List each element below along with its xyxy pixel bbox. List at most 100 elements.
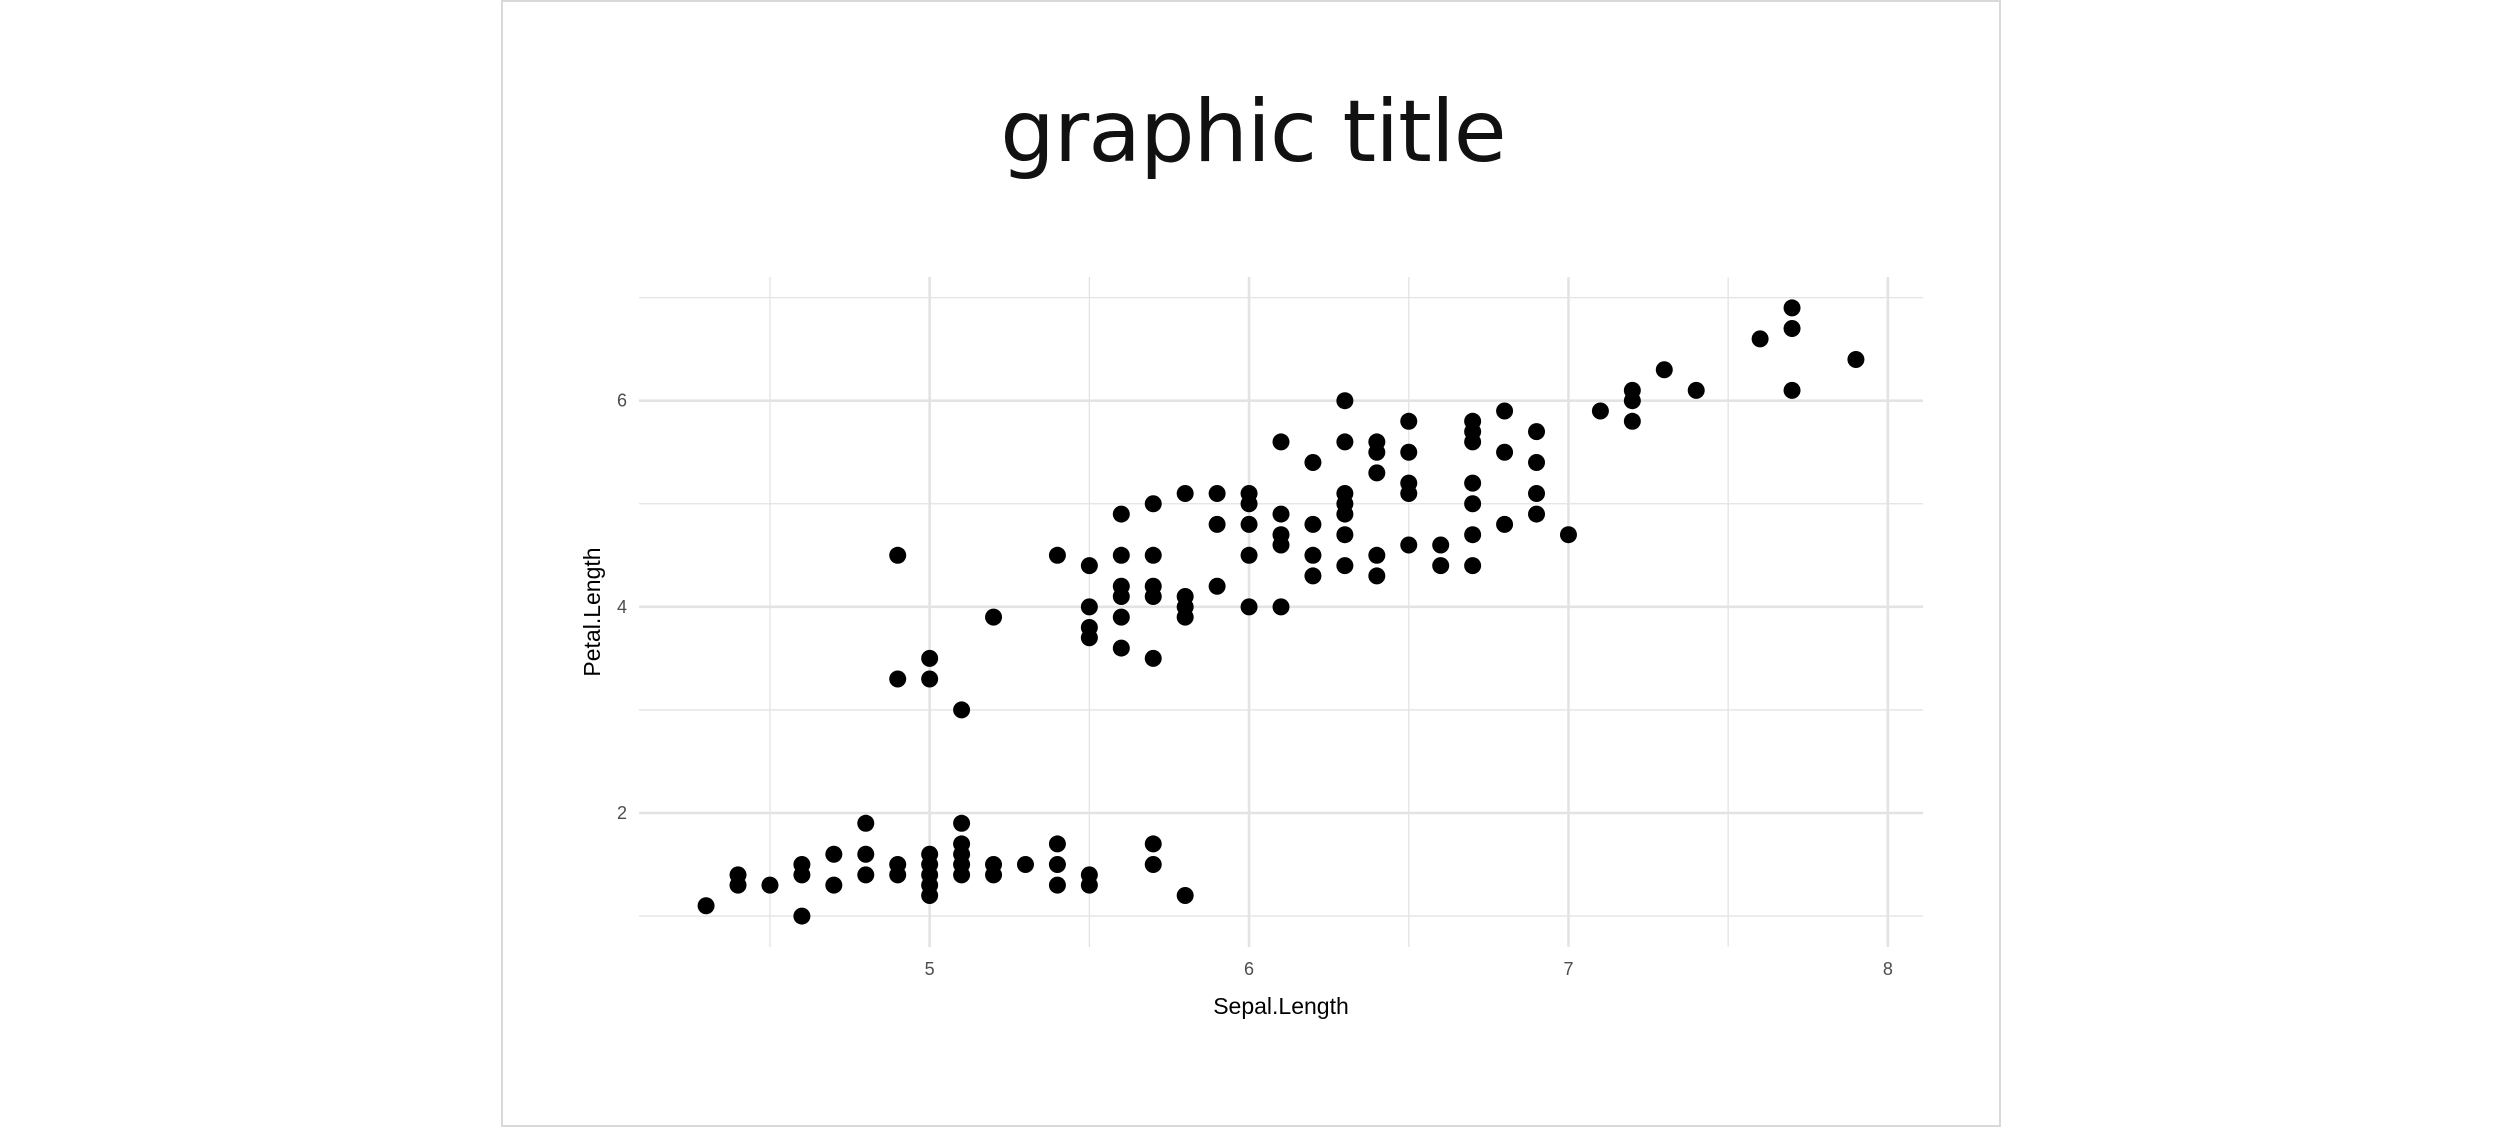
y-tick-label: 2 [617,803,627,823]
chart-title: graphic title [1000,82,1506,182]
data-point [1176,886,1194,904]
data-point [1336,484,1354,502]
data-point [697,897,715,915]
data-point [857,845,875,863]
data-point [1112,546,1130,564]
data-point [1112,577,1130,595]
data-point [1112,639,1130,657]
data-point [1687,381,1705,399]
data-point [1240,598,1258,616]
data-point [1080,557,1098,575]
data-point [953,701,971,719]
data-point [1048,835,1066,853]
data-point [1783,299,1801,317]
x-tick-label: 6 [1244,959,1254,979]
data-point [1208,484,1226,502]
data-point [825,876,843,894]
data-point [1464,412,1482,430]
data-point [1655,361,1673,379]
data-points [697,299,1865,925]
data-point [1623,381,1641,399]
data-point [1080,598,1098,616]
data-point [1464,526,1482,544]
data-point [1272,505,1290,523]
data-point [889,670,907,688]
data-point [1240,484,1258,502]
data-point [1591,402,1609,420]
data-point [1400,536,1418,554]
data-point [1336,526,1354,544]
x-tick-label: 7 [1563,959,1573,979]
data-point [1304,454,1322,472]
data-point [1751,330,1769,348]
data-point [953,814,971,832]
data-point [1623,412,1641,430]
data-point [985,608,1003,626]
data-point [1432,557,1450,575]
data-point [1048,856,1066,874]
data-point [1432,536,1450,554]
data-point [825,845,843,863]
data-point [1496,402,1514,420]
data-point [1144,546,1162,564]
data-point [1144,835,1162,853]
data-point [1368,464,1386,482]
y-axis-title: Petal.Length [579,547,605,676]
data-point [1144,577,1162,595]
data-point [793,907,811,925]
data-point [921,649,939,667]
data-point [953,835,971,853]
data-point [921,845,939,863]
data-point [1528,505,1546,523]
data-point [1208,577,1226,595]
data-point [1528,454,1546,472]
data-point [1144,649,1162,667]
data-point [857,866,875,884]
tick-labels: 5 6 7 8 2 4 6 [617,391,1893,979]
data-point [1559,526,1577,544]
scatter-plot: 5 6 7 8 2 4 6 Sepal.Length Petal.Length [579,277,1923,1019]
data-point [1400,412,1418,430]
data-point [1240,515,1258,533]
data-point [1144,856,1162,874]
data-point [889,546,907,564]
data-point [1048,876,1066,894]
data-point [1400,443,1418,461]
data-point [889,856,907,874]
data-point [1176,484,1194,502]
data-point [1304,567,1322,585]
x-tick-label: 5 [925,959,935,979]
data-point [1016,856,1034,874]
data-point [1336,392,1354,410]
data-point [857,814,875,832]
data-point [1400,474,1418,492]
data-point [1528,484,1546,502]
data-point [1496,515,1514,533]
data-point [1783,320,1801,338]
data-point [1496,443,1514,461]
data-point [1208,515,1226,533]
data-point [793,856,811,874]
data-point [1272,526,1290,544]
data-point [1368,567,1386,585]
data-point [1112,608,1130,626]
y-tick-label: 6 [617,391,627,411]
data-point [1336,557,1354,575]
data-point [985,856,1003,874]
data-point [1368,433,1386,451]
data-point [1144,495,1162,513]
data-point [1464,557,1482,575]
data-point [1336,433,1354,451]
data-point [1304,546,1322,564]
data-point [1304,515,1322,533]
data-point [1080,618,1098,636]
data-point [729,866,747,884]
data-point [1847,350,1865,368]
slide-frame: graphic title 5 6 7 8 2 4 6 Sepal.Length Petal… [501,0,2001,1127]
data-point [1783,381,1801,399]
x-axis-title: Sepal.Length [1213,993,1349,1019]
data-point [1176,588,1194,606]
data-point [1048,546,1066,564]
data-point [1464,474,1482,492]
data-point [1368,546,1386,564]
